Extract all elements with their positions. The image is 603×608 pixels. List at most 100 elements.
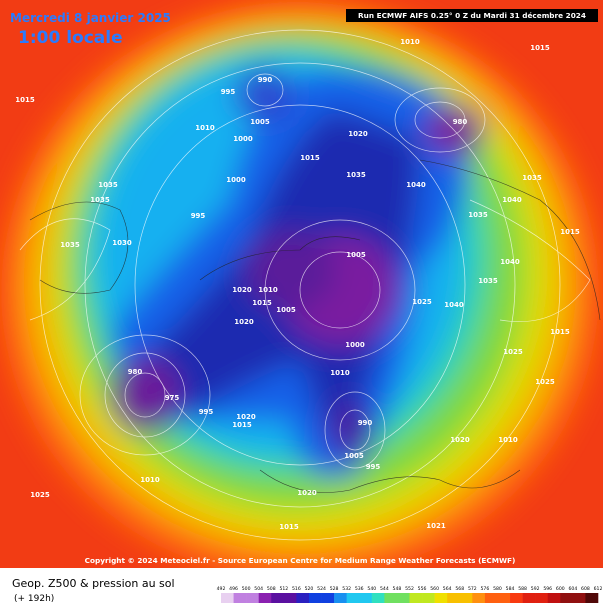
legend-tick-label: 604 [568, 586, 577, 592]
legend-tick-label: 572 [468, 586, 477, 592]
isobar-label: 1040 [406, 181, 426, 189]
legend-swatch [560, 593, 574, 603]
isobar-label: 995 [221, 88, 236, 96]
isobar-label: 1015 [550, 328, 570, 336]
isobar-label: 1020 [450, 436, 470, 444]
legend-tick-label: 528 [330, 586, 339, 592]
legend-tick-label: 500 [242, 586, 251, 592]
isobar-label: 1015 [300, 154, 320, 162]
isobar-label: 975 [165, 394, 180, 402]
legend-tick-label: 564 [443, 586, 452, 592]
isobar-label: 1020 [236, 413, 256, 421]
isobar-label: 1010 [258, 286, 278, 294]
legend-swatch [422, 593, 435, 603]
legend-tick-label: 592 [531, 586, 540, 592]
run-info: Run ECMWF AIFS 0.25° 0 Z du Mardi 31 déc… [358, 11, 586, 20]
isobar-label: 1035 [522, 174, 542, 182]
isobar-label: 990 [358, 419, 373, 427]
legend-tick-label: 540 [367, 586, 376, 592]
legend-tick-label: 608 [581, 586, 590, 592]
legend-tick-label: 596 [543, 586, 552, 592]
legend-tick-label: 568 [455, 586, 464, 592]
isobar-label: 995 [199, 408, 214, 416]
legend-swatch [221, 593, 234, 603]
legend-tick-label: 552 [405, 586, 414, 592]
footer-lead: (+ 192h) [14, 594, 54, 604]
legend-swatch [409, 593, 423, 603]
legend-tick-label: 508 [267, 586, 276, 592]
copyright: Copyright © 2024 Meteociel.fr - Source E… [85, 556, 516, 565]
isobar-label: 1005 [250, 118, 270, 126]
legend-swatch [522, 593, 536, 603]
legend-swatch [459, 593, 473, 603]
color-legend: 492 496 500 504 508 512 516 520 524 528 532 536 540 5… [217, 586, 603, 603]
legend-swatch [258, 593, 272, 603]
isobar-label: 1035 [90, 196, 110, 204]
legend-tick-label: 612 [594, 586, 603, 592]
legend-swatch [484, 593, 498, 603]
isobar-label: 1040 [502, 196, 522, 204]
isobar-label: 995 [191, 212, 206, 220]
legend-tick-label: 548 [393, 586, 402, 592]
legend-tick-label: 504 [254, 586, 263, 592]
legend-tick-label: 524 [317, 586, 326, 592]
legend-swatch [572, 593, 586, 603]
isobar-label: 1020 [297, 489, 317, 497]
legend-swatch [384, 593, 398, 603]
legend-swatch [271, 593, 285, 603]
legend-tick-label: 536 [355, 586, 364, 592]
geopotential-field [0, 0, 603, 568]
legend-tick-label: 556 [418, 586, 427, 592]
legend-swatch [246, 593, 259, 603]
isobar-label: 995 [366, 463, 381, 471]
isobar-label: 1035 [346, 171, 366, 179]
legend-swatch [334, 593, 347, 603]
isobar-label: 1020 [232, 286, 252, 294]
isobar-label: 1015 [232, 421, 252, 429]
legend-swatch [497, 593, 511, 603]
isobar-label: 1000 [226, 176, 246, 184]
isobar-label: 1005 [344, 452, 364, 460]
isobar-label: 1021 [426, 522, 446, 530]
isobar-label: 1040 [444, 301, 464, 309]
coastlines [29, 159, 601, 493]
legend-swatch [535, 593, 549, 603]
isobar-label: 1015 [15, 96, 35, 104]
isobar-label: 1010 [330, 369, 350, 377]
isobar-label: 1005 [276, 306, 296, 314]
isobar-label: 1025 [535, 378, 555, 386]
legend-swatch [447, 593, 461, 603]
legend-tick-label: 580 [493, 586, 502, 592]
legend-tick-label: 588 [518, 586, 527, 592]
isobar-label: 1035 [478, 277, 498, 285]
isobar-label: 1000 [345, 341, 365, 349]
isobar-label: 1025 [412, 298, 432, 306]
legend-swatch [308, 593, 322, 603]
footer-title: Geop. Z500 & pression au sol [12, 577, 175, 590]
legend-swatch [296, 593, 310, 603]
isobar-label: 1035 [98, 181, 118, 189]
legend-swatch [233, 593, 247, 603]
isobars [19, 29, 591, 541]
legend-tick-label: 516 [292, 586, 301, 592]
isobar-label: 1020 [348, 130, 368, 138]
legend-swatch [547, 593, 561, 603]
run-box [346, 9, 598, 22]
isobar-label: 1020 [234, 318, 254, 326]
legend-swatch [359, 593, 373, 603]
isobar-label: 1015 [560, 228, 580, 236]
time-title: 1:00 locale [18, 28, 123, 48]
legend-swatch [472, 593, 486, 603]
isobar-label: 1000 [233, 135, 253, 143]
isobar-labels: 1015101010159909951010100510001000101510… [15, 38, 580, 531]
legend-tick-label: 600 [556, 586, 565, 592]
legend-swatch [321, 593, 335, 603]
isobar-label: 1010 [195, 124, 215, 132]
date-title: Mercredi 8 janvier 2025 [10, 11, 171, 25]
isobar-label: 1025 [503, 348, 523, 356]
isobar-label: 1005 [346, 251, 366, 259]
legend-tick-label: 512 [279, 586, 288, 592]
isobar-label: 980 [453, 118, 468, 126]
isobar-label: 980 [128, 368, 143, 376]
